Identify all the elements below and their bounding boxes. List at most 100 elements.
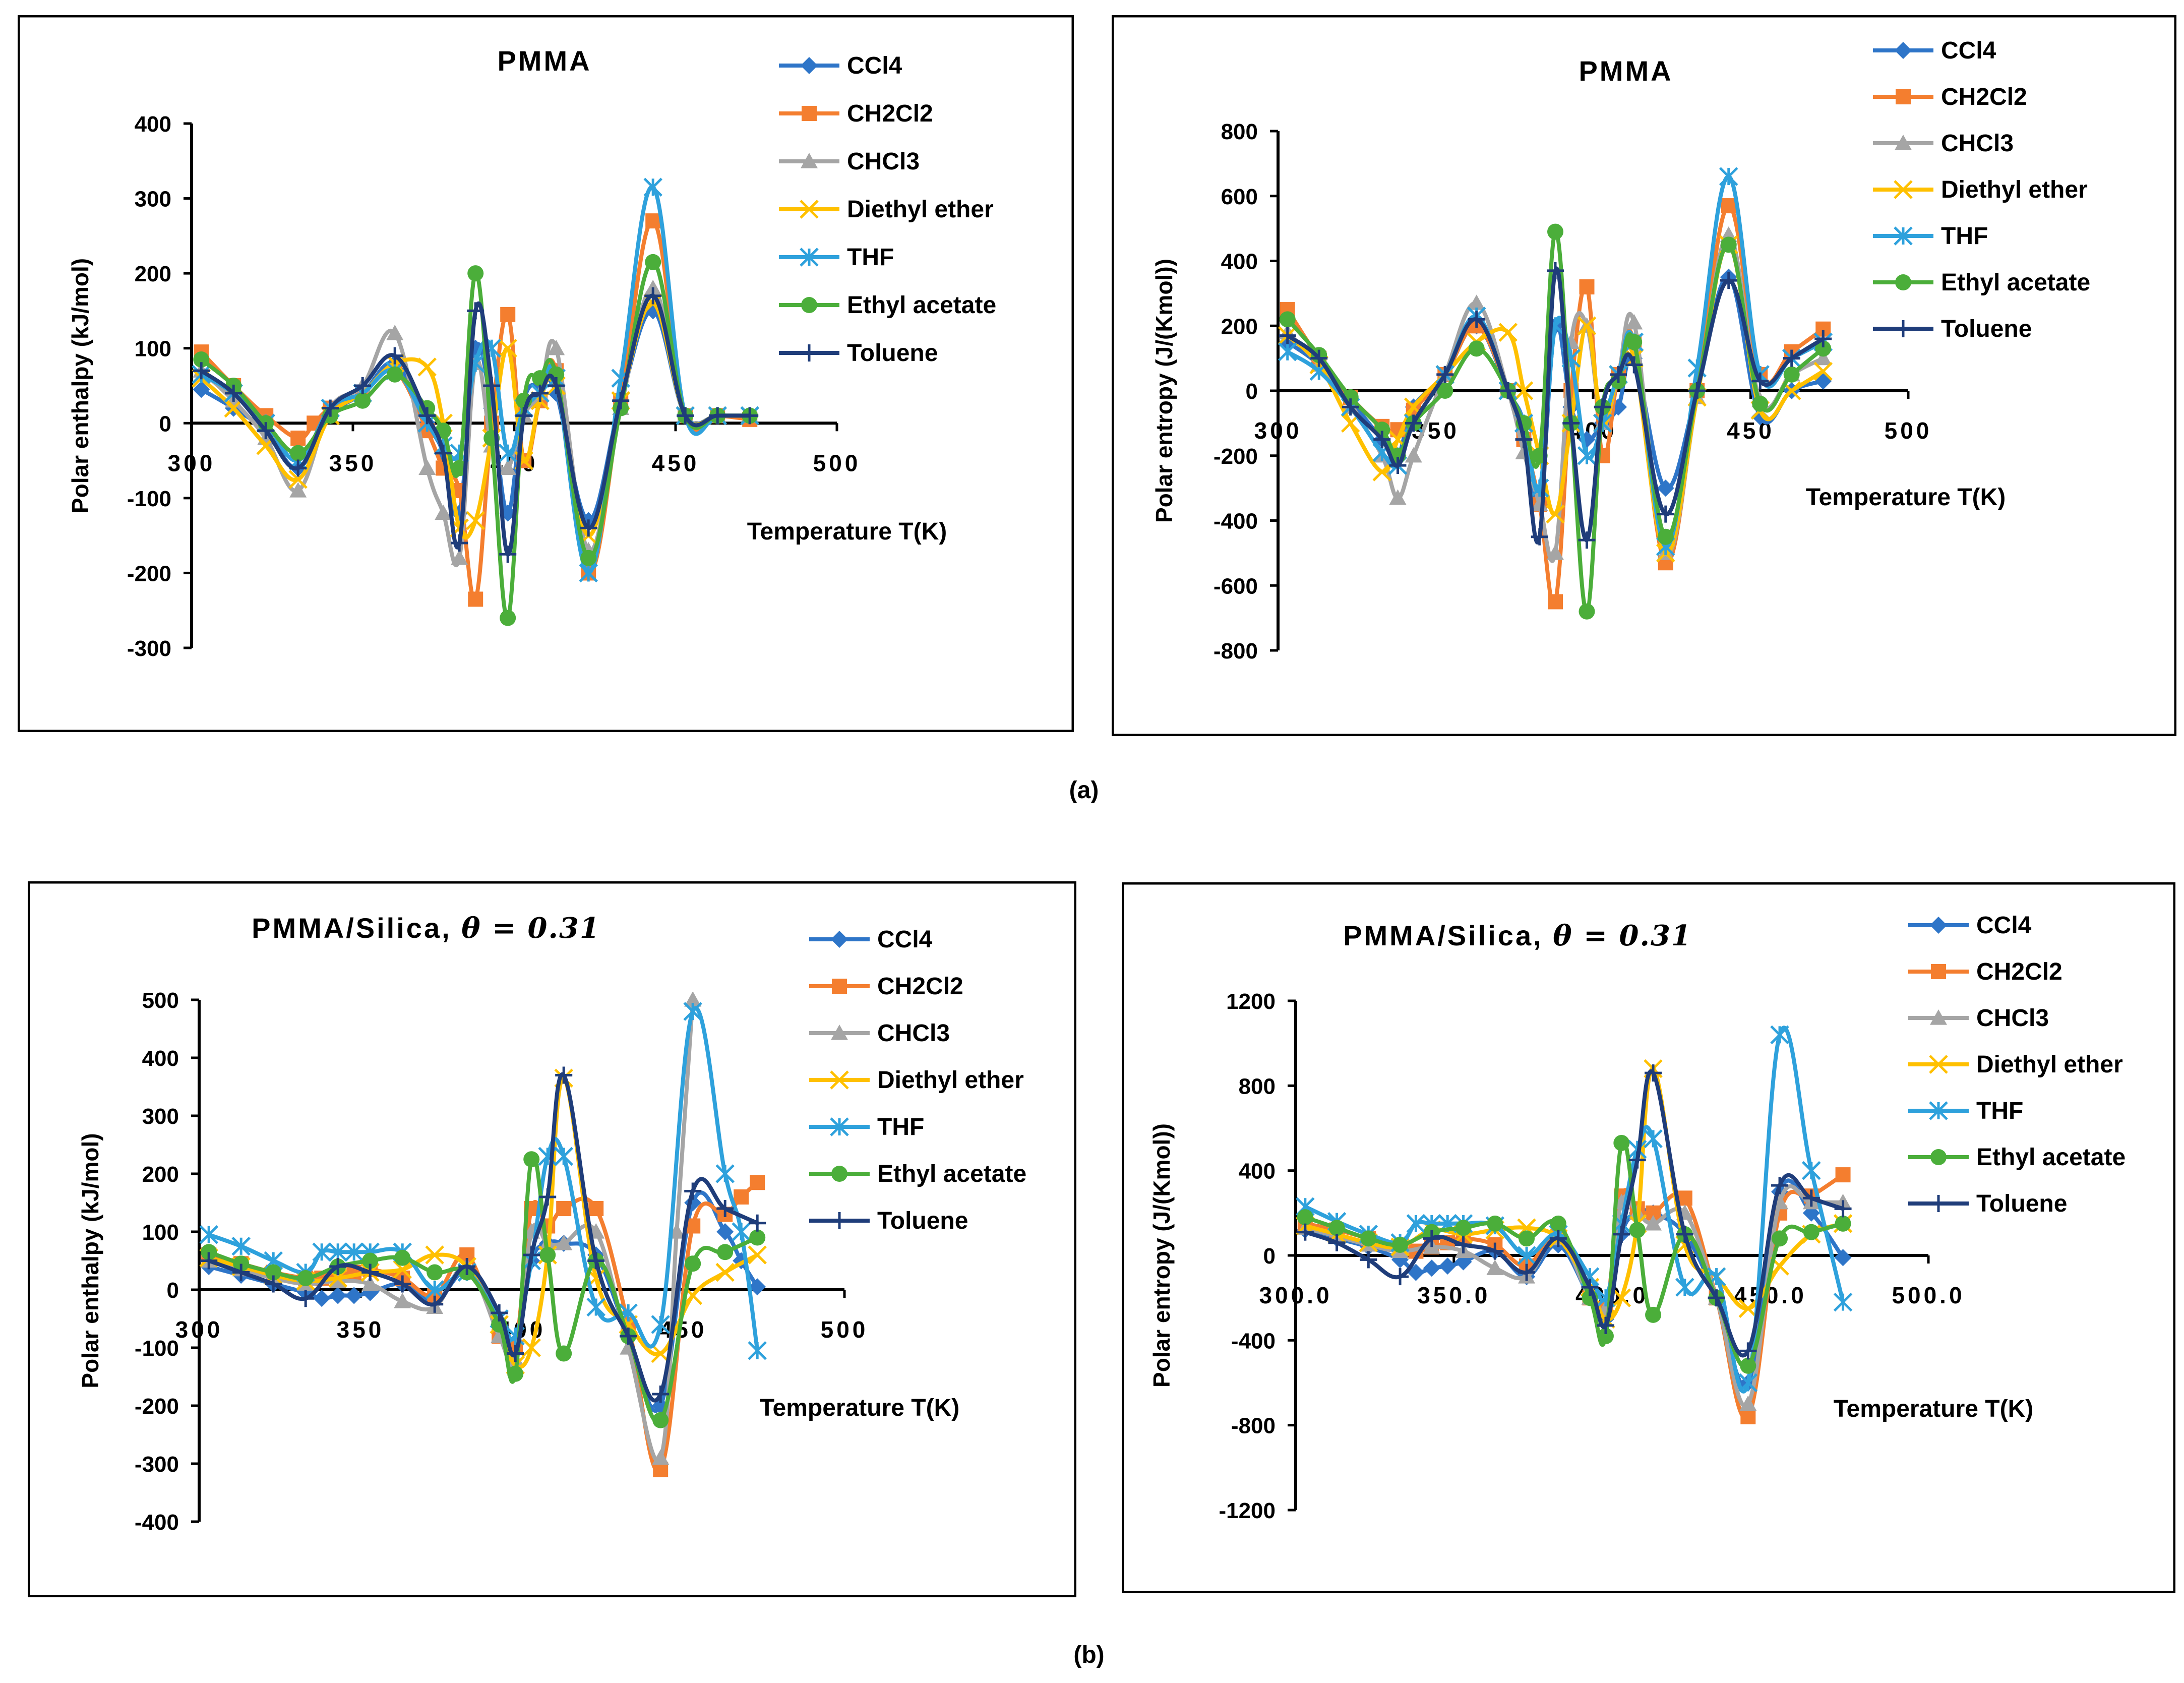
data-point-toluene [1468,311,1485,328]
legend-label: CCl4 [1976,912,2032,939]
data-point-diethyl-ether [288,469,308,489]
data-point-ethyl-acetate [1579,603,1595,620]
data-point-thf [425,1280,444,1299]
legend-item-ethyl-acetate: Ethyl acetate [809,1161,1026,1187]
data-point-toluene [225,384,242,402]
data-point-toluene [1499,382,1517,399]
data-point-toluene [329,1258,347,1275]
data-point-toluene [620,1328,637,1345]
legend-item-diethyl-ether: Diethyl ether [1908,1051,2123,1078]
data-point-ethyl-acetate [580,550,597,566]
x-tick-label: 450 [652,450,700,476]
data-point-ethyl-acetate [201,1244,217,1260]
x-axis-label: Temperature T(K) [747,518,947,545]
data-point-toluene [587,1252,605,1270]
data-point-diethyl-ether [1514,381,1534,400]
y-axis-label: Polar enthalpy (kJ/mol) [67,258,93,513]
legend: CCl4 CH2Cl2 CHCl3 Diethyl ether THF Ethyl ace… [1873,37,2090,342]
data-point-ethyl-acetate [1657,528,1674,545]
legend-label: Diethyl ether [847,196,994,223]
chart-title: PMMA [1579,55,1673,87]
y-tick-label: -400 [1231,1329,1276,1353]
data-point-toluene [200,1252,218,1270]
data-point-toluene [418,407,436,425]
chart-frame [1122,882,2175,1593]
legend-label: Ethyl acetate [1941,269,2090,296]
data-point-ethyl-acetate [290,445,307,461]
y-tick-label: 400 [1221,250,1258,274]
legend-item-diethyl-ether: Diethyl ether [1873,176,2088,203]
chart-pmma-silica-entropy: PMMA/Silica, θ = 0.31 -1200 -800 -400 0 400 80… [1122,882,2175,1593]
y-tick-label: -100 [127,487,171,511]
y-tick-label: 100 [142,1220,179,1245]
data-point-toluene [612,392,630,409]
data-point-diethyl-ether [1372,462,1392,482]
plot-area [192,177,759,626]
legend-label: CHCl3 [847,148,920,175]
data-point-chcl3 [418,459,436,475]
legend-item-ccl4: CCl4 [779,52,902,79]
legend-marker [800,248,819,267]
data-point-toluene [1594,398,1611,416]
data-point-chcl3 [1814,349,1832,366]
data-point-ch2cl2 [1548,594,1563,610]
data-point-toluene [1751,372,1769,390]
data-point-ccl4 [1439,1257,1457,1275]
data-point-toluene [265,1275,282,1293]
legend-item-thf: THF [779,244,894,271]
legend-label: THF [877,1114,924,1140]
legend-item-ethyl-acetate: Ethyl acetate [1873,269,2090,296]
y-tick-label: 400 [142,1046,179,1071]
y-tick-label: -300 [127,636,171,661]
data-point-thf [1675,1278,1694,1297]
data-point-thf [586,1297,605,1317]
data-point-ethyl-acetate [394,1249,411,1266]
legend-marker [1895,42,1912,59]
data-point-toluene [548,377,565,394]
data-point-toluene [1531,528,1548,546]
legend-marker [1929,1101,1948,1120]
data-point-ccl4 [1751,408,1769,426]
data-point-ethyl-acetate [556,1345,572,1362]
data-point-ethyl-acetate [467,265,484,282]
y-tick-label: 0 [1246,379,1258,404]
data-point-ch2cl2 [290,431,306,446]
data-point-ethyl-acetate [1437,383,1453,399]
data-point-ch2cl2 [1835,1167,1851,1183]
legend-marker [802,106,817,121]
legend-marker [801,344,818,362]
legend-marker [1930,917,1947,934]
y-tick-label: -200 [1214,444,1258,469]
legend-item-thf: THF [1908,1098,2023,1124]
legend-item-ch2cl2: CH2Cl2 [1908,958,2062,985]
legend-label: CH2Cl2 [1941,84,2027,110]
data-point-toluene [322,399,339,417]
data-point-ch2cl2 [645,213,661,229]
legend-item-diethyl-ether: Diethyl ether [779,196,994,223]
legend-marker [832,979,847,994]
plot-area [199,992,767,1477]
data-point-ethyl-acetate [1550,1215,1566,1232]
legend-marker [831,1212,848,1229]
x-tick-label: 350 [329,450,377,476]
series-toluene [1296,1064,1852,1360]
chart-frame [1112,15,2176,736]
data-point-thf [715,1164,735,1183]
data-point-thf [1719,167,1738,186]
data-point-toluene [523,1246,540,1264]
legend-item-ch2cl2: CH2Cl2 [1873,84,2027,110]
y-tick-label: -400 [135,1510,179,1535]
data-point-toluene [467,302,484,320]
data-point-ethyl-acetate [1740,1357,1756,1374]
data-point-toluene [426,1295,444,1313]
data-point-chcl3 [1389,489,1407,505]
data-point-ethyl-acetate [1720,236,1737,253]
data-point-toluene [1739,1342,1757,1360]
legend-label: CHCl3 [1941,130,2014,157]
legend-label: Diethyl ether [1941,176,2088,203]
data-point-toluene [709,407,726,425]
x-tick-label: 500.0 [1892,1282,1965,1308]
data-point-chcl3 [1625,314,1643,330]
data-point-toluene [684,1182,702,1200]
data-point-ccl4 [1802,1204,1820,1222]
